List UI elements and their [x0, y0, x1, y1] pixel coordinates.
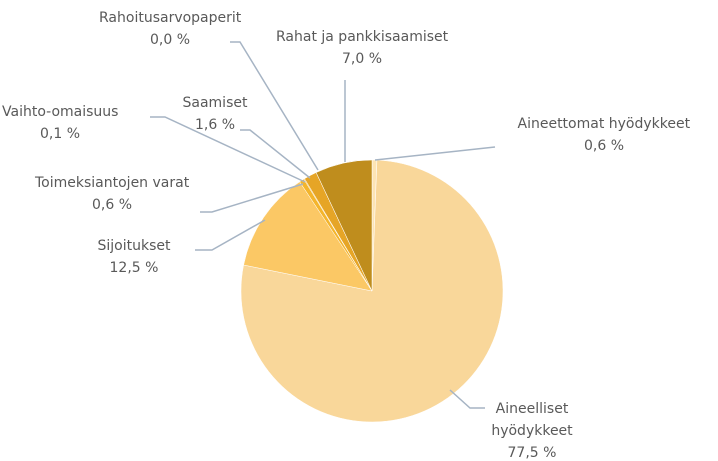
value-label: 12,5 %	[109, 260, 159, 276]
value-label: 0,1 %	[40, 126, 81, 142]
value-label: 0,6 %	[92, 197, 133, 213]
leader-line	[195, 219, 266, 251]
slice-label: Toimeksiantojen varat	[35, 175, 190, 191]
leader-line	[240, 129, 311, 179]
slice-label: Rahat ja pankkisaamiset	[276, 29, 449, 45]
value-label: 0,0 %	[150, 32, 191, 48]
leader-line	[449, 389, 485, 409]
value-label: 0,6 %	[584, 138, 625, 154]
leader-line	[374, 146, 496, 161]
slice-label: Vaihto-omaisuus	[2, 104, 119, 120]
value-label: 7,0 %	[342, 51, 383, 67]
slice-label: Aineettomat hyödykkeet	[517, 116, 691, 132]
value-label: 1,6 %	[195, 117, 236, 133]
slice-label: Saamiset	[182, 95, 248, 111]
slice-label: Sijoitukset	[97, 238, 171, 254]
leader-line	[230, 41, 319, 171]
value-label: 77,5 %	[507, 445, 557, 461]
slice-label: Rahoitusarvopaperit	[99, 10, 242, 26]
pie-slice	[243, 181, 373, 292]
leader-line	[200, 183, 304, 213]
pie-slice	[315, 159, 373, 292]
slice-label: Aineelliset hyödykkeet	[491, 401, 573, 439]
leader-line	[150, 116, 306, 183]
